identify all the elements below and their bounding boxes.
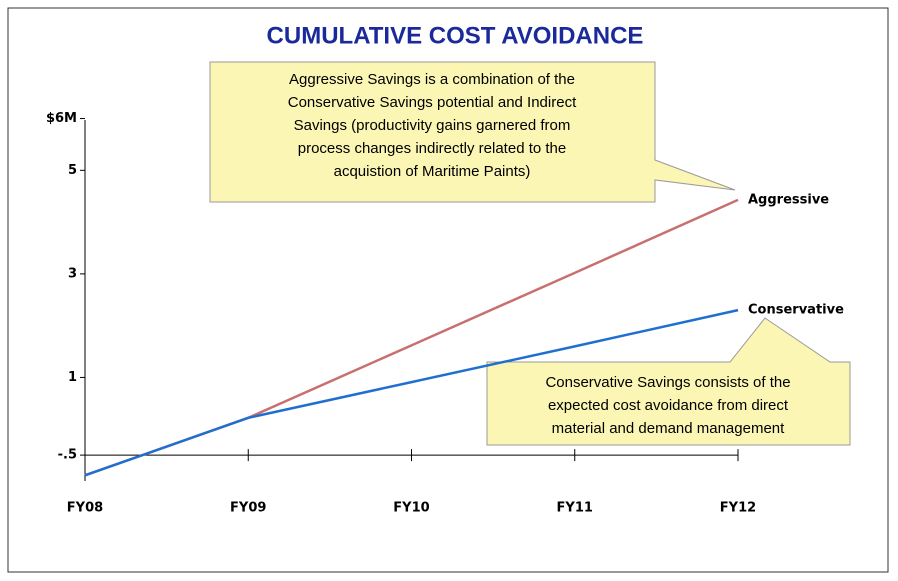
- annotation-text: Savings (productivity gains garnered fro…: [294, 117, 571, 134]
- y-tick-label: $6M: [46, 111, 77, 126]
- x-tick-label: FY09: [230, 501, 266, 516]
- callout: [486, 317, 851, 446]
- y-tick-label: 3: [68, 266, 77, 281]
- annotation-text: Aggressive Savings is a combination of t…: [289, 71, 575, 88]
- x-tick-label: FY12: [720, 501, 756, 516]
- series-label: Conservative: [748, 303, 844, 318]
- y-tick-label: 5: [68, 163, 77, 178]
- annotation-text: expected cost avoidance from direct: [548, 397, 789, 414]
- x-tick-label: FY11: [557, 501, 593, 516]
- callout: [209, 61, 736, 203]
- y-tick-label: -.5: [58, 448, 77, 463]
- annotation-text: process changes indirectly related to th…: [298, 140, 566, 157]
- annotation-text: acquistion of Maritime Paints): [334, 163, 531, 180]
- series-line: [84, 308, 739, 477]
- x-tick-label: FY08: [67, 501, 103, 516]
- y-tick-label: 1: [68, 370, 77, 385]
- x-tick-label: FY10: [393, 501, 429, 516]
- series-label: Aggressive: [748, 192, 829, 207]
- chart-title: CUMULATIVE COST AVOIDANCE: [267, 22, 644, 49]
- annotation-text: material and demand management: [552, 420, 785, 437]
- annotation-text: Conservative Savings consists of the: [545, 374, 790, 391]
- annotation-text: Conservative Savings potential and Indir…: [288, 94, 577, 111]
